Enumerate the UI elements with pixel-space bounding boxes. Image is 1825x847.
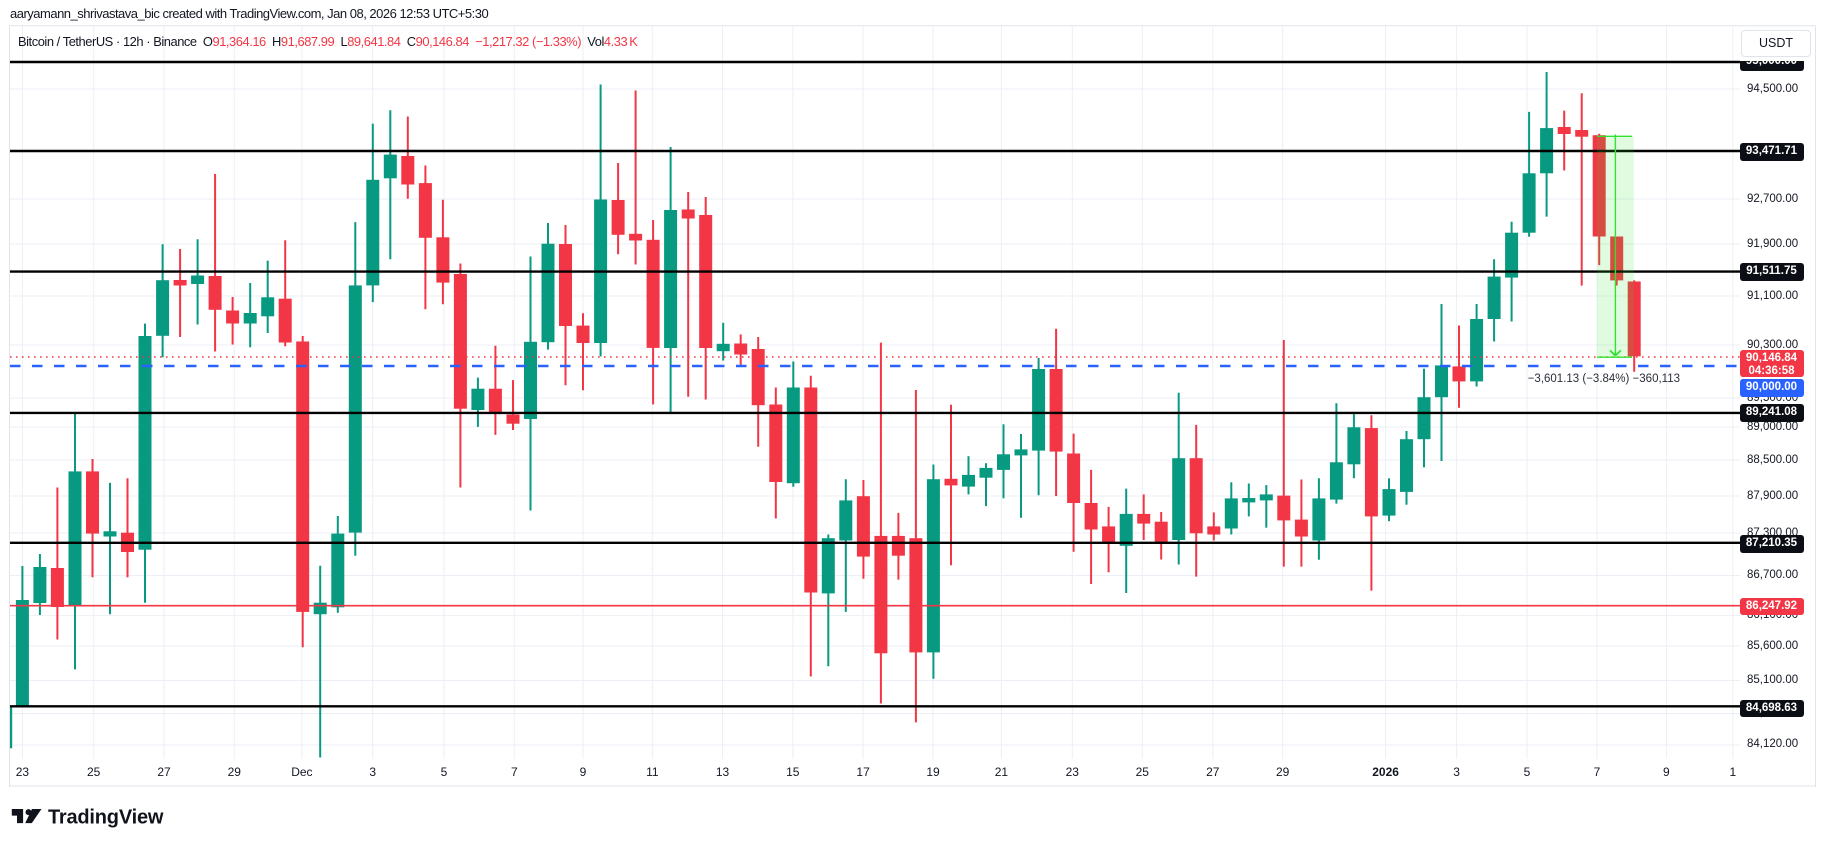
svg-text:TradingView: TradingView bbox=[48, 806, 164, 828]
svg-text:−3,601.13 (−3.84%) −360,113: −3,601.13 (−3.84%) −360,113 bbox=[1528, 373, 1680, 385]
